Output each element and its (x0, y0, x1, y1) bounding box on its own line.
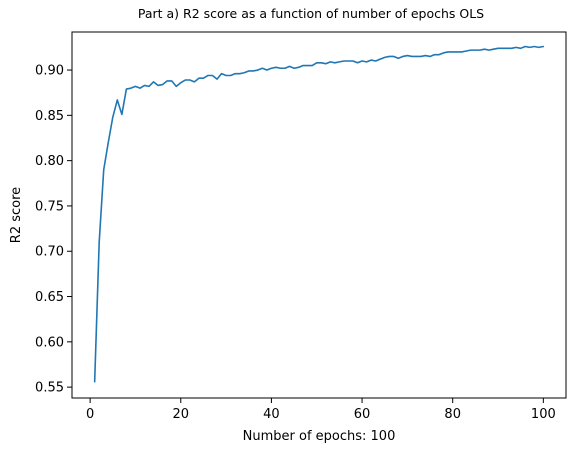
x-axis-label: Number of epochs: 100 (243, 429, 396, 444)
x-tick-label: 60 (354, 407, 371, 422)
x-tick-label: 20 (172, 407, 189, 422)
series-layer (93, 45, 545, 383)
x-tick-label: 100 (531, 407, 556, 422)
y-axis: 0.55 0.60 0.65 0.70 0.75 0.80 0.85 0.90 (35, 64, 72, 396)
series-line-0 (93, 45, 545, 383)
y-tick-label: 0.90 (35, 64, 64, 79)
y-tick-label: 0.55 (35, 381, 64, 396)
plot-area (71, 31, 567, 399)
x-tick-label: 40 (263, 407, 280, 422)
y-axis-label: R2 score (9, 187, 24, 243)
y-tick-label: 0.70 (35, 245, 64, 260)
y-tick-label: 0.75 (35, 199, 64, 214)
chart-title: Part a) R2 score as a function of number… (138, 6, 484, 21)
x-axis: 0 20 40 60 80 100 (86, 398, 556, 422)
x-tick-label: 80 (444, 407, 461, 422)
y-tick-label: 0.85 (35, 109, 64, 124)
y-tick-label: 0.65 (35, 290, 64, 305)
x-tick-label: 0 (86, 407, 94, 422)
y-tick-label: 0.60 (35, 335, 64, 350)
y-tick-label: 0.80 (35, 154, 64, 169)
